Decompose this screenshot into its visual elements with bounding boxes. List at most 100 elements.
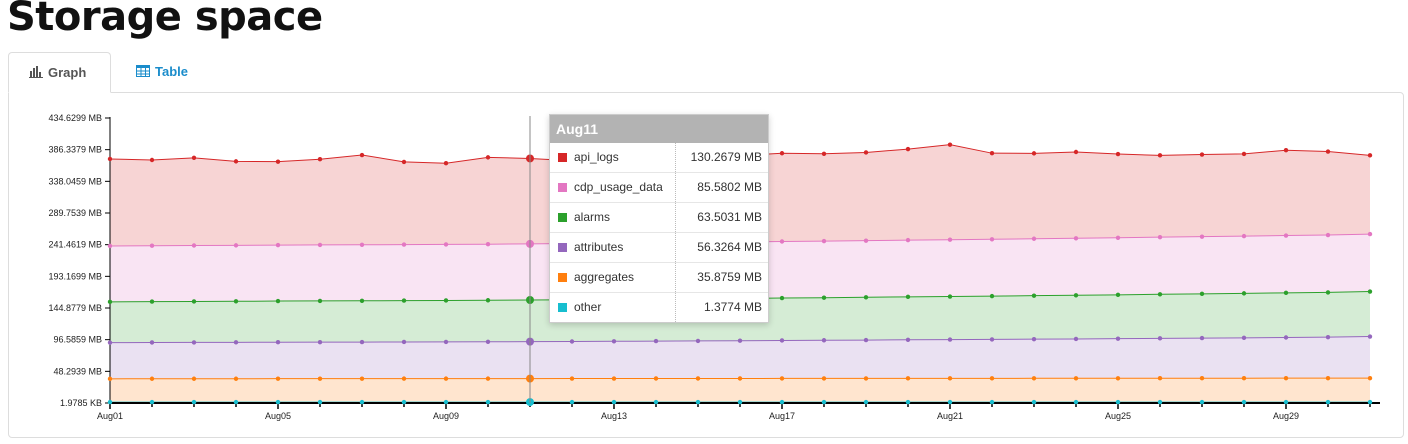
point-api-logs: [1325, 149, 1331, 154]
point-other: [1157, 399, 1163, 405]
point-attributes: [1325, 334, 1331, 340]
point-api-logs: [1031, 151, 1037, 156]
point-alarms: [233, 299, 239, 304]
y-tick-label: 48.2939 MB: [53, 366, 102, 376]
x-tick-label: Aug13: [601, 411, 627, 421]
point-cdp-usage-data: [779, 239, 785, 244]
point-attributes: [1115, 336, 1121, 341]
point-attributes: [275, 340, 281, 345]
tooltip-series-value: 130.2679 MB: [690, 150, 762, 164]
tooltip-separator: [675, 233, 676, 262]
point-attributes: [1367, 334, 1373, 339]
point-other: [401, 399, 407, 405]
point-api-logs: [1283, 148, 1289, 153]
point-cdp-usage-data: [1199, 234, 1205, 239]
point-alarms: [1199, 291, 1205, 297]
point-api-logs: [1157, 153, 1163, 158]
y-tick-label: 241.4619 MB: [48, 240, 102, 250]
point-api-logs: [905, 146, 911, 152]
point-other: [1115, 399, 1121, 405]
point-cdp-usage-data: [107, 243, 113, 249]
point-aggregates: [1241, 376, 1247, 381]
point-api-logs: [1073, 149, 1079, 155]
point-alarms: [1115, 292, 1121, 298]
tooltip-swatch: [558, 153, 567, 162]
area-attributes: [110, 336, 1370, 379]
point-aggregates: [107, 376, 113, 382]
y-tick-label: 434.6299 MB: [48, 113, 102, 123]
tooltip-separator: [675, 203, 676, 232]
point-aggregates: [611, 376, 617, 381]
point-attributes: [989, 337, 995, 342]
point-other: [905, 399, 911, 405]
point-alarms: [1073, 293, 1079, 298]
point-alarms: [275, 298, 281, 304]
point-cdp-usage-data: [1325, 232, 1331, 238]
point-aggregates: [485, 376, 491, 381]
point-other: [1073, 399, 1079, 405]
tooltip-swatch: [558, 213, 567, 222]
point-cdp-usage-data: [1241, 233, 1247, 239]
point-cdp-usage-data: [1031, 236, 1037, 241]
tooltip-row-other: other 1.3774 MB: [550, 292, 768, 322]
point-attributes: [779, 338, 785, 343]
point-other: [947, 399, 953, 405]
point-api-logs: [275, 159, 281, 164]
point-api-logs: [317, 157, 323, 162]
point-api-logs: [779, 151, 785, 156]
tooltip-separator: [675, 263, 676, 292]
point-cdp-usage-data: [821, 238, 827, 244]
x-tick-label: Aug01: [97, 411, 123, 421]
point-attributes: [1031, 336, 1037, 342]
point-aggregates: [1157, 376, 1163, 381]
point-aggregates: [359, 376, 365, 381]
point-aggregates: [989, 376, 995, 381]
point-aggregates: [863, 376, 869, 381]
y-tick-label: 144.8779 MB: [48, 303, 102, 313]
point-alarms: [989, 293, 995, 299]
point-cdp-usage-data: [905, 237, 911, 243]
point-api-logs: [401, 159, 407, 165]
point-alarms: [359, 298, 365, 303]
point-alarms: [107, 299, 113, 305]
point-cdp-usage-data: [1073, 236, 1079, 241]
point-alarms: [1031, 293, 1037, 298]
tooltip-separator: [675, 143, 676, 172]
point-attributes: [317, 339, 323, 345]
point-other: [1367, 399, 1373, 405]
point-alarms: [1157, 292, 1163, 297]
point-attributes: [1199, 335, 1205, 341]
point-aggregates: [317, 376, 323, 381]
y-tick-label: 96.5859 MB: [53, 335, 102, 345]
page-title: Storage space: [7, 0, 323, 40]
point-attributes: [947, 337, 953, 342]
bar-chart-icon: [29, 54, 43, 94]
point-other: [1031, 399, 1037, 405]
tab-table[interactable]: Table: [118, 52, 206, 92]
point-api-logs: [1367, 153, 1373, 158]
point-other: [107, 399, 113, 405]
point-cdp-usage-data: [359, 242, 365, 247]
point-attributes: [737, 338, 743, 343]
tab-graph-label: Graph: [48, 65, 87, 80]
point-attributes: [233, 340, 239, 345]
point-other: [485, 399, 491, 405]
point-aggregates: [401, 376, 407, 381]
point-alarms: [779, 295, 785, 301]
point-alarms: [863, 295, 869, 300]
point-other: [1325, 399, 1331, 405]
point-other: [359, 399, 365, 405]
point-cdp-usage-data: [1115, 235, 1121, 240]
point-other: [233, 399, 239, 405]
point-other: [317, 399, 323, 405]
point-other: [569, 399, 575, 405]
point-alarms: [905, 294, 911, 300]
x-tick-label: Aug09: [433, 411, 459, 421]
tab-graph[interactable]: Graph: [8, 52, 111, 93]
point-attributes: [611, 339, 617, 344]
hover-tooltip: Aug11 api_logs 130.2679 MB cdp_usage_data 8…: [549, 114, 769, 323]
tooltip-row-cdp-usage-data: cdp_usage_data 85.5802 MB: [550, 172, 768, 202]
point-aggregates: [1367, 375, 1373, 381]
y-tick-label: 338.0459 MB: [48, 176, 102, 186]
point-aggregates: [443, 376, 449, 381]
